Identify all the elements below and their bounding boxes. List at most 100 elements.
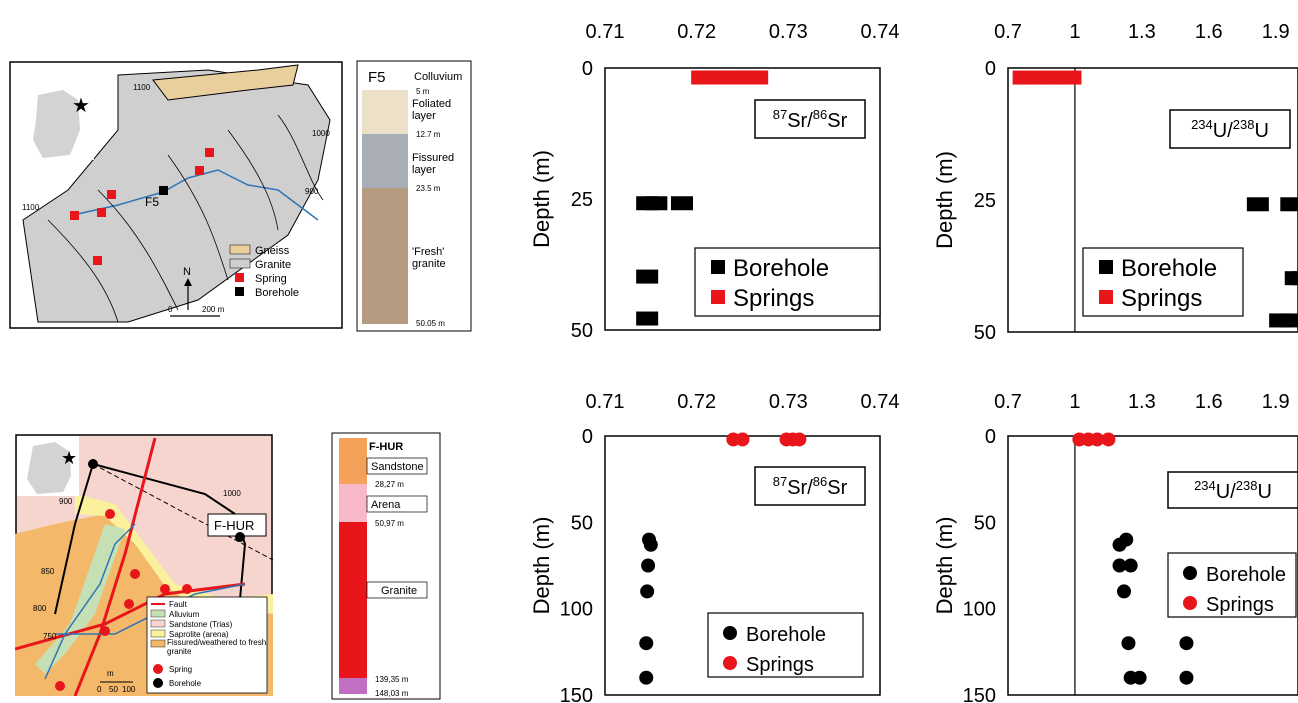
x-tick-label: 0.74	[861, 391, 900, 413]
spring-marker	[160, 584, 170, 594]
legend-marker	[723, 626, 737, 640]
y-axis-label: Depth (m)	[529, 150, 554, 248]
spring-marker	[182, 584, 192, 594]
legend-swatch-granite	[229, 258, 251, 269]
y-axis-label: Depth (m)	[932, 517, 957, 615]
borehole-point	[645, 196, 668, 211]
borehole-point	[1291, 271, 1298, 286]
section-line	[92, 463, 273, 561]
y-tick-label: 25	[974, 190, 996, 212]
y-tick-label: 0	[985, 58, 996, 80]
contour-line	[227, 129, 279, 231]
fault-line	[15, 582, 246, 651]
depth-label: 50,97 m	[375, 519, 404, 528]
x-tick-label: 0.72	[677, 21, 716, 43]
spring-point	[1059, 70, 1082, 85]
legend-label: Saprolite (arena)	[169, 630, 229, 639]
y-tick-label: 0	[582, 426, 593, 448]
log-bottom: F-HUR Sandstone 28,27 m Arena 50,97 m Gr…	[331, 432, 441, 700]
layer-label: Granite	[381, 585, 417, 597]
spring-marker	[130, 569, 140, 579]
x-tick-label: 0.73	[769, 21, 808, 43]
legend-box	[1082, 247, 1244, 317]
borehole-point	[636, 269, 659, 284]
contour-label: 1000	[223, 489, 241, 498]
spring-marker	[205, 148, 214, 157]
scale-label: 200 m	[202, 305, 225, 314]
layer-label: Fissured layer	[412, 152, 455, 176]
annotation-label: 234U/238U	[1194, 478, 1272, 503]
legend-marker	[1183, 566, 1197, 580]
contour-label: 750	[43, 632, 57, 641]
borehole-point	[1280, 197, 1298, 212]
layer-fissured	[362, 134, 408, 188]
borehole-point	[1179, 636, 1194, 651]
gneiss-area	[152, 64, 299, 101]
depth-label: 139,35 m	[375, 675, 409, 684]
spring-marker	[97, 208, 106, 217]
contour-label: 800	[33, 604, 47, 613]
borehole-point	[1121, 636, 1136, 651]
alluvium-zone	[35, 524, 125, 674]
layer-colluvium	[362, 66, 408, 90]
legend-marker	[1183, 596, 1197, 610]
chart-sr-top: 0.71 0.72 0.73 0.74 0 25 50 Depth (m) 87Sr/86Sr B…	[529, 21, 900, 342]
scale-unit: m	[107, 669, 114, 678]
layer-sandstone	[339, 438, 367, 484]
x-tick-label: 1.9	[1262, 391, 1290, 413]
depth-label: 23.5 m	[416, 184, 441, 193]
x-tick-label: 1.3	[1128, 21, 1156, 43]
annotation-label: 234U/238U	[1191, 117, 1269, 142]
legend-label: Spring	[255, 273, 287, 285]
scale-label: 50	[109, 685, 118, 694]
legend-label: Borehole	[746, 624, 826, 646]
spring-point	[792, 432, 807, 447]
y-tick-label: 25	[571, 189, 593, 211]
y-tick-label: 100	[560, 599, 593, 621]
legend-marker	[1099, 290, 1113, 304]
x-tick-label: 1	[1069, 391, 1080, 413]
annotation-box	[754, 99, 866, 139]
layer-foliated	[362, 90, 408, 134]
legend: Fault Alluvium Sandstone (Trias) Saproli…	[146, 596, 268, 694]
map-bottom: ★ F-HUR 750 800 850 900 1000 Fault Alluv…	[15, 434, 273, 696]
spring-marker	[124, 599, 134, 609]
y-tick-label: 50	[571, 320, 593, 342]
legend-label: Springs	[733, 285, 814, 312]
layer-granite	[339, 522, 367, 678]
spring-point	[1101, 432, 1116, 447]
legend-label: Alluvium	[169, 610, 200, 619]
contour-line	[47, 219, 119, 323]
north-label: N	[183, 266, 191, 278]
legend-swatch-gneiss	[229, 244, 251, 255]
legend-label: Fault	[169, 600, 188, 609]
legend-label: Springs	[1206, 594, 1274, 616]
borehole-point	[639, 636, 654, 651]
layer-label: Colluvium	[414, 71, 462, 83]
layer-label: 'Fresh' granite	[412, 246, 446, 270]
legend-label: Borehole	[255, 287, 299, 299]
legend-label: Gneiss	[255, 245, 290, 257]
legend-label: Springs	[746, 654, 814, 676]
y-tick-label: 100	[963, 599, 996, 621]
x-tick-label: 0.74	[861, 21, 900, 43]
y-tick-label: 50	[974, 512, 996, 534]
scale-label: 0	[168, 305, 173, 314]
x-tick-label: 0.72	[677, 391, 716, 413]
x-tick-label: 1.9	[1262, 21, 1290, 43]
site-label: F-HUR	[214, 518, 254, 533]
x-tick-label: 0.7	[994, 21, 1022, 43]
borehole-point	[640, 584, 655, 599]
spring-marker	[55, 681, 65, 691]
legend-label: Springs	[1121, 285, 1202, 312]
legend-label: Borehole	[1121, 255, 1217, 282]
x-tick-label: 0.7	[994, 391, 1022, 413]
layer-fresh-granite	[362, 188, 408, 324]
spring-point	[1090, 432, 1105, 447]
borehole-point	[1112, 558, 1127, 573]
legend-marker	[1099, 260, 1113, 274]
x-tick-label: 1.6	[1195, 21, 1223, 43]
y-tick-label: 0	[985, 426, 996, 448]
borehole-point	[1132, 670, 1147, 685]
legend-label: Sandstone (Trias)	[169, 620, 233, 629]
